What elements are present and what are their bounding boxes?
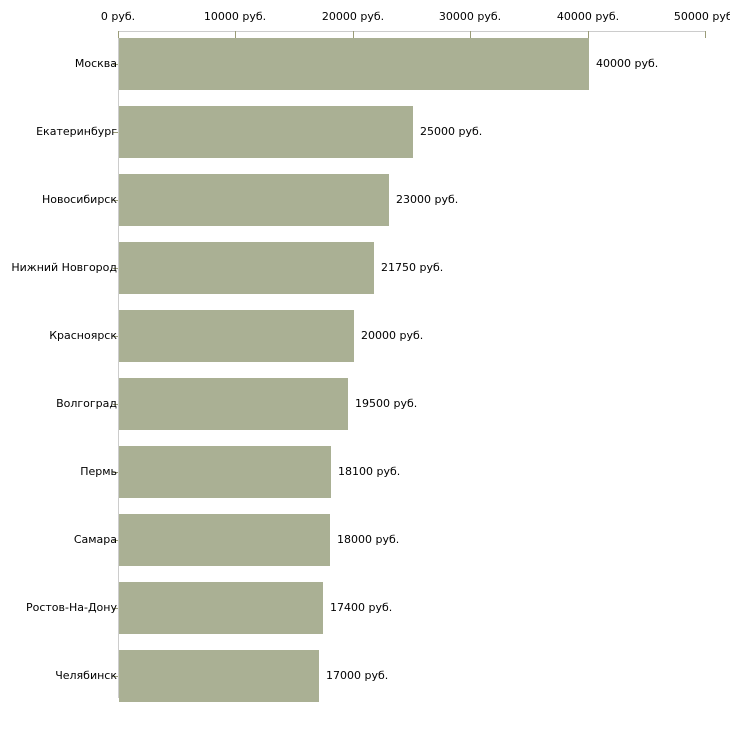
bar-value-label: 18000 руб. bbox=[337, 533, 400, 546]
category-label: Нижний Новгород bbox=[11, 261, 117, 274]
y-axis-tick bbox=[113, 540, 118, 541]
bar[interactable] bbox=[119, 38, 589, 90]
category-label: Волгоград bbox=[56, 397, 117, 410]
y-axis-line bbox=[118, 31, 119, 698]
bar[interactable] bbox=[119, 582, 323, 634]
x-axis-tick-label: 0 руб. bbox=[100, 10, 136, 23]
y-axis-tick bbox=[113, 608, 118, 609]
y-axis-tick bbox=[113, 64, 118, 65]
bar-value-label: 18100 руб. bbox=[338, 465, 401, 478]
bar-value-label: 19500 руб. bbox=[355, 397, 418, 410]
category-label: Красноярск bbox=[49, 329, 117, 342]
category-label: Екатеринбург bbox=[36, 125, 117, 138]
category-label: Москва bbox=[74, 57, 117, 70]
bar[interactable] bbox=[119, 310, 354, 362]
category-label: Челябинск bbox=[55, 669, 117, 682]
category-label: Самара bbox=[73, 533, 117, 546]
bar[interactable] bbox=[119, 174, 389, 226]
x-axis-tick bbox=[470, 31, 471, 38]
x-axis-tick-label: 40000 руб. bbox=[556, 10, 620, 23]
x-axis-tick-label: 50000 руб. bbox=[673, 10, 730, 23]
bar-value-label: 40000 руб. bbox=[596, 57, 659, 70]
bar-value-label: 17400 руб. bbox=[330, 601, 393, 614]
y-axis-tick bbox=[113, 132, 118, 133]
bar-value-label: 25000 руб. bbox=[420, 125, 483, 138]
x-axis-tick bbox=[588, 31, 589, 38]
x-axis-tick-label: 10000 руб. bbox=[203, 10, 267, 23]
y-axis-tick bbox=[113, 404, 118, 405]
bar[interactable] bbox=[119, 650, 319, 702]
y-axis-tick bbox=[113, 472, 118, 473]
bar-value-label: 23000 руб. bbox=[396, 193, 459, 206]
x-axis-tick bbox=[353, 31, 354, 38]
bar[interactable] bbox=[119, 242, 374, 294]
bar-value-label: 21750 руб. bbox=[381, 261, 444, 274]
y-axis-tick bbox=[113, 200, 118, 201]
category-label: Новосибирск bbox=[41, 193, 117, 206]
x-axis-tick bbox=[118, 31, 119, 38]
bar[interactable] bbox=[119, 514, 330, 566]
x-axis-tick-label: 20000 руб. bbox=[321, 10, 385, 23]
y-axis-tick bbox=[113, 268, 118, 269]
x-axis-line bbox=[118, 31, 705, 32]
bar-value-label: 17000 руб. bbox=[326, 669, 389, 682]
bar[interactable] bbox=[119, 446, 331, 498]
x-axis-tick bbox=[235, 31, 236, 38]
y-axis-tick bbox=[113, 676, 118, 677]
x-axis-tick bbox=[705, 31, 706, 38]
y-axis-tick bbox=[113, 336, 118, 337]
bar-value-label: 20000 руб. bbox=[361, 329, 424, 342]
bar[interactable] bbox=[119, 378, 348, 430]
category-label: Пермь bbox=[80, 465, 117, 478]
bar[interactable] bbox=[119, 106, 413, 158]
x-axis-tick-label: 30000 руб. bbox=[438, 10, 502, 23]
category-label: Ростов-На-Дону bbox=[25, 601, 117, 614]
